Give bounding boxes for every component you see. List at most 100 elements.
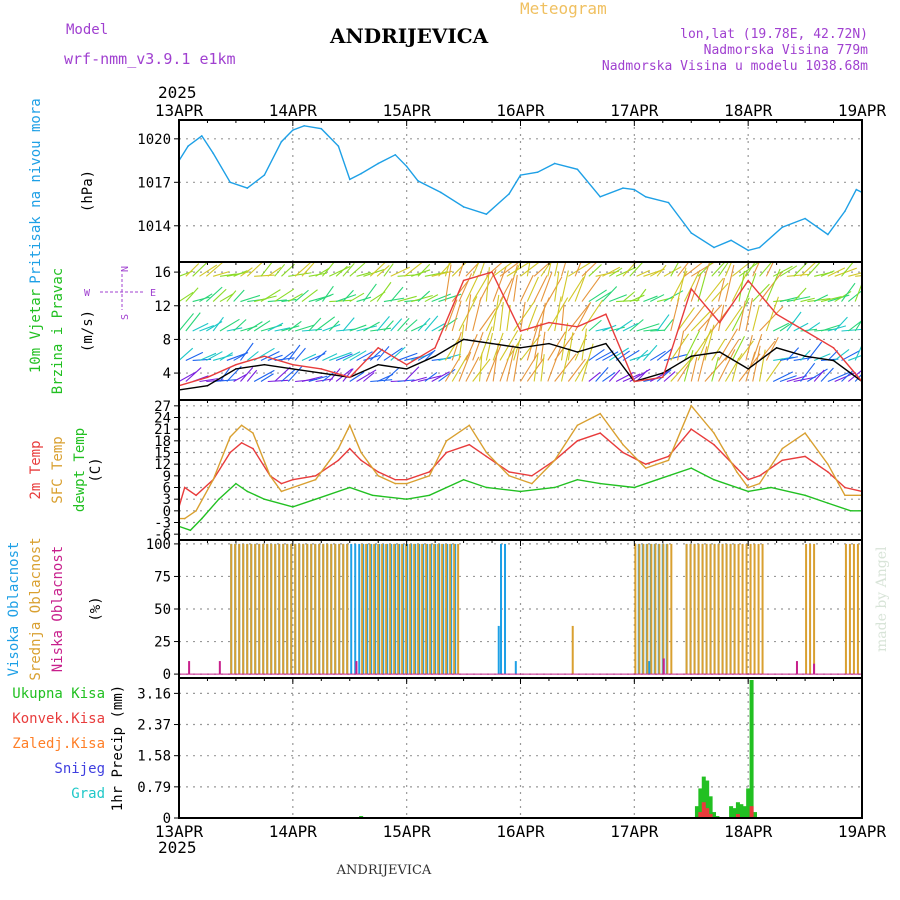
wind-arrow	[616, 299, 640, 303]
data-point-pressure	[280, 140, 283, 143]
wind-arrow	[608, 347, 629, 361]
data-point-sfc_temp	[804, 432, 806, 434]
cloud-bar-mid	[662, 543, 665, 675]
data-point-pressure	[508, 193, 510, 195]
wind-arrow	[240, 342, 254, 361]
cloud-bar-mid	[745, 543, 748, 675]
wind-arrow	[567, 332, 574, 361]
wind-arrow	[301, 375, 323, 383]
y-tick-label: 3.16	[137, 686, 171, 702]
wind-arrow	[349, 262, 366, 277]
x-tick-label-top: 15APR	[383, 101, 432, 120]
wind-arrow	[629, 261, 644, 277]
y-tick-label: 1014	[137, 219, 171, 235]
x-tick-label-bottom: 15APR	[383, 822, 432, 841]
wind-arrow	[444, 261, 451, 277]
data-point-sfc_temp	[280, 490, 283, 493]
y-axis-unit: (%)	[88, 596, 104, 621]
wind-arrow	[281, 351, 294, 361]
coords-text: lon,lat (19.78E, 42.72N)	[680, 27, 868, 42]
wind-arrow	[683, 269, 701, 302]
wind-arrow	[485, 295, 505, 332]
cloud-bar-mid	[753, 543, 756, 675]
data-point-temp2m	[252, 447, 254, 450]
wind-arrow	[800, 261, 817, 277]
data-point-temp2m	[804, 455, 806, 458]
data-point-sfc_temp	[553, 459, 556, 462]
wind-arrow	[738, 270, 745, 302]
wind-arrow	[397, 352, 418, 361]
precip-legend-freezing: Zaledj.Kisa	[12, 736, 105, 752]
precip-legend-hail: Grad	[71, 786, 105, 802]
wind-arrow	[567, 358, 586, 382]
wind-arrow	[383, 366, 401, 382]
data-point-wind_gust	[661, 376, 664, 379]
wind-arrow	[588, 289, 607, 303]
wind-arrow	[683, 330, 701, 361]
x-tick-label-top: 17APR	[610, 101, 659, 120]
cloud-bar-mid	[709, 543, 712, 675]
wind-arrow	[738, 261, 760, 277]
precip-legend-total_precip: Ukupna Kisa	[12, 686, 105, 702]
wind-arrow	[219, 293, 234, 303]
wind-arrow	[451, 331, 462, 361]
wind-arrow	[212, 316, 224, 332]
wind-arrow	[506, 261, 531, 277]
wind-arrow	[827, 371, 851, 382]
wind-arrow	[513, 300, 536, 332]
wind-arrow	[499, 261, 520, 277]
page-title: ANDRIJEVICA	[329, 24, 489, 48]
data-point-pressure	[844, 210, 846, 213]
cloud-bar-mid	[697, 543, 700, 675]
data-point-temp2m	[280, 482, 283, 485]
wind-arrow	[609, 294, 627, 303]
wind-arrow	[526, 276, 539, 302]
y-axis-label: Srednja Oblacnost	[28, 537, 44, 680]
data-point-wind_speed	[519, 347, 522, 349]
cloud-bar-high	[382, 543, 385, 675]
wind-arrow	[711, 356, 719, 382]
wind-arrow	[690, 311, 711, 332]
wind-arrow	[765, 296, 779, 332]
wind-arrow	[417, 375, 442, 383]
wind-arrow	[363, 372, 375, 382]
wind-arrow	[745, 261, 756, 277]
data-point-sfc_temp	[348, 424, 351, 427]
wind-arrow	[185, 312, 201, 332]
wind-arrow	[383, 347, 403, 361]
cloud-bar-mid	[306, 543, 309, 675]
cloud-bar-low	[662, 658, 665, 675]
cloud-bar-mid	[666, 543, 669, 675]
wind-arrow	[322, 353, 338, 361]
cloud-bar-mid	[310, 543, 313, 675]
cloud-bar-mid	[401, 543, 404, 675]
wind-arrow	[650, 294, 665, 303]
wind-arrow	[267, 379, 289, 383]
cloud-bar-high	[454, 543, 457, 675]
wind-arrow	[253, 320, 271, 332]
wind-arrow	[615, 266, 637, 277]
data-point-wind_speed	[377, 363, 380, 366]
wind-arrow	[752, 333, 763, 361]
x-tick-label-top: 18APR	[724, 101, 773, 120]
data-point-temp2m	[240, 441, 243, 444]
data-point-dewpoint	[371, 494, 374, 497]
model-name: wrf-nmm_v3.9.1 e1km	[64, 50, 236, 68]
cloud-bar-mid	[389, 543, 392, 675]
wind-arrow	[595, 291, 612, 303]
x-tick-label-bottom: 18APR	[724, 822, 773, 841]
wind-arrow	[246, 261, 263, 277]
wind-arrow	[854, 319, 863, 332]
y-tick-label: 0	[163, 667, 171, 683]
wind-arrow	[609, 326, 625, 332]
cloud-bar-mid	[805, 543, 808, 675]
wind-arrow	[178, 313, 194, 332]
wind-arrow	[356, 369, 377, 382]
cloud-bar-mid	[397, 543, 400, 675]
data-point-temp2m	[348, 447, 351, 450]
wind-arrow	[759, 261, 773, 277]
wind-arrow	[506, 347, 515, 382]
cloud-bar-mid	[290, 543, 293, 675]
wind-arrow	[267, 266, 282, 277]
data-point-wind_gust	[348, 376, 351, 379]
